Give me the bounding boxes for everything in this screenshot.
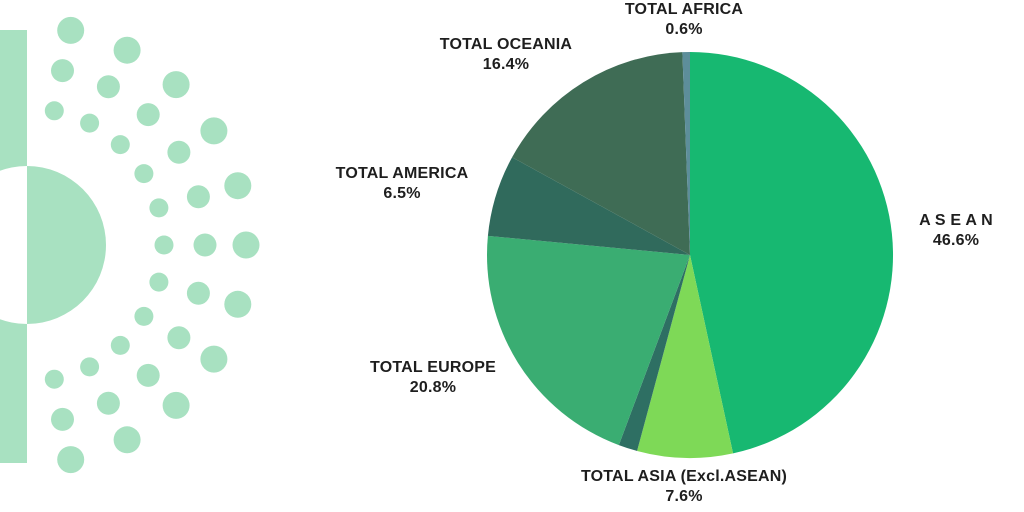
decoration-dot [80,357,100,377]
decoration-dot [44,369,64,389]
slice-label-name: TOTAL EUROPE [370,359,496,376]
pie-slice-asean [690,52,894,454]
decoration-dot [44,101,64,121]
slice-label-name: TOTAL AFRICA [624,1,744,18]
slice-label-percent: 20.8% [409,379,457,396]
pie-chart [486,51,894,459]
decoration-dot [200,345,228,373]
decoration-right-half-circle [27,166,106,324]
decoration-dot [186,281,210,305]
slice-label-percent: 6.5% [383,185,421,202]
decoration-dot [57,446,85,474]
decoration-dot [134,306,154,326]
decoration-dot [110,335,130,355]
decoration-dot [162,71,190,99]
decoration-dot [162,391,190,419]
slice-label-asean: A S E A N 46.6% [919,211,993,251]
slice-label-total-america: TOTAL AMERICA 6.5% [336,164,469,204]
pie-slice-total-europe [486,235,690,446]
decoration-dot [57,16,85,44]
decoration-dot [200,117,228,145]
pie-slice-total-africa [682,51,690,255]
decoration-dot [186,185,210,209]
decoration-dot [110,135,130,155]
pie-slice-total-america [487,157,690,255]
decoration-dot [136,103,160,127]
slice-label-percent: 7.6% [665,488,703,505]
pie-slice-total-oceania [512,52,690,255]
pie-slice-total-asia-excl-asean [637,255,734,459]
decoration-dot [149,272,169,292]
decoration-dot [96,391,120,415]
slice-label-total-africa: TOTAL AFRICA 0.6% [625,0,743,40]
decoration-dot [224,290,252,318]
decoration-dot [154,235,174,255]
decoration-dots [44,16,260,474]
slice-label-total-asia-excl-asean: TOTAL ASIA (Excl.ASEAN) 7.6% [581,467,787,507]
slice-label-total-europe: TOTAL EUROPE 20.8% [370,358,496,398]
decoration-left-half-circle-cutout [0,166,27,324]
decoration-dot [167,140,191,164]
decoration-dot [193,233,217,257]
pie-slice-unlabeled [618,255,690,451]
decoration-dot [232,231,260,259]
decoration-dot [51,59,74,83]
decoration-dot [80,113,100,133]
decorative-burst-graphic [0,16,260,474]
decoration-dot [134,164,154,184]
decoration-dot [224,172,252,200]
slice-label-percent: 46.6% [932,232,980,249]
slice-label-name: A S E A N [919,212,993,229]
decoration-dot [149,198,169,218]
decoration-dot [113,36,141,64]
decoration-dot [136,363,160,387]
slice-label-percent: 0.6% [665,21,703,38]
decoration-dot [167,326,191,350]
decoration-dot [51,407,74,431]
decoration-dot [113,426,141,454]
slice-label-name: TOTAL ASIA (Excl.ASEAN) [580,468,788,485]
decoration-dot [96,75,120,99]
slice-label-name: TOTAL AMERICA [335,165,469,182]
